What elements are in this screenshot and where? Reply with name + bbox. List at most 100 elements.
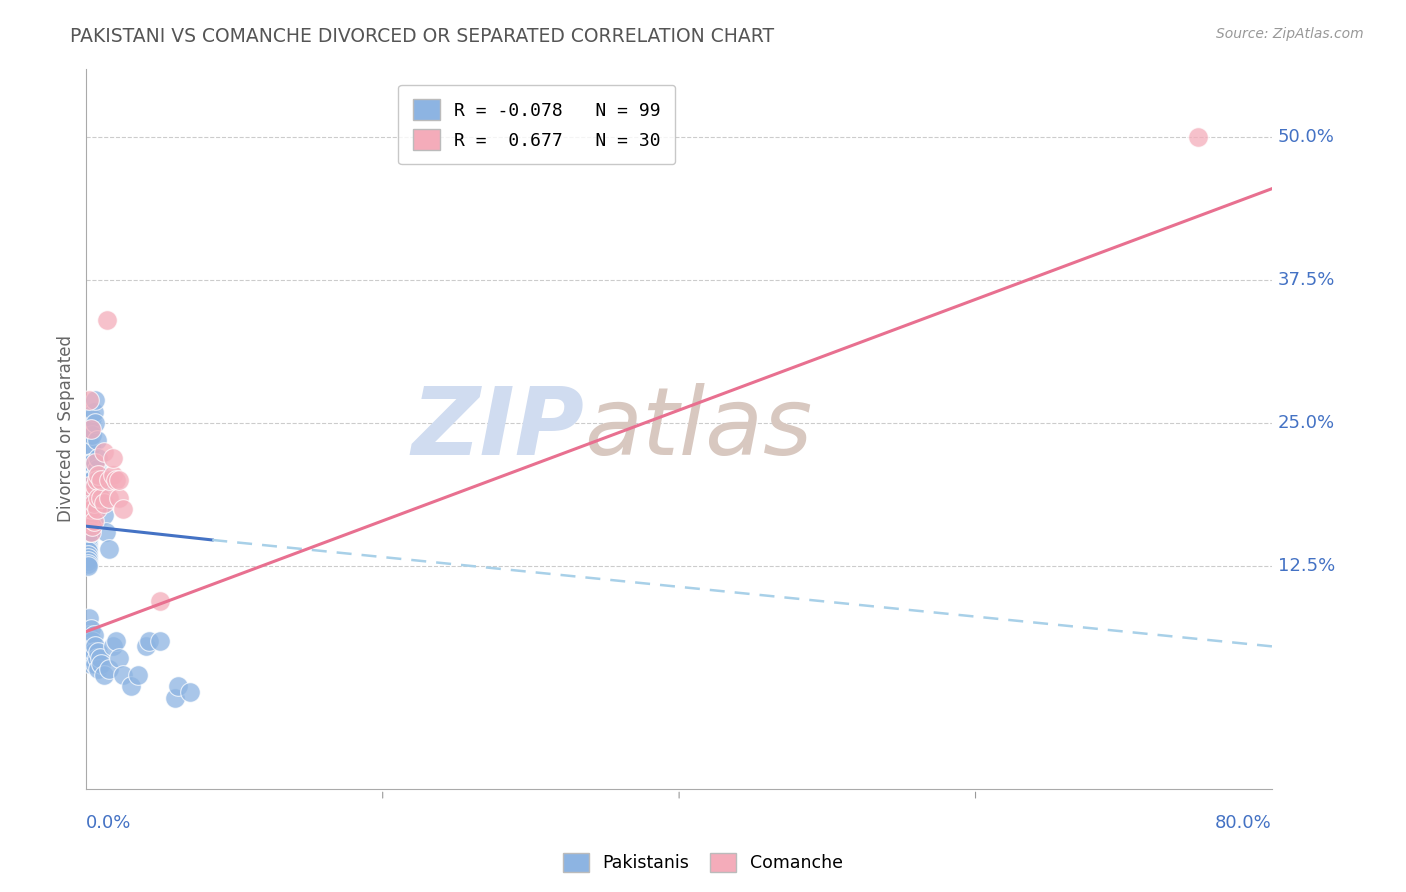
Point	[86, 434, 108, 448]
Point	[90, 657, 112, 671]
Point	[108, 491, 131, 505]
Point	[87, 450, 110, 465]
Point	[77, 524, 100, 539]
Point	[93, 668, 115, 682]
Point	[82, 410, 104, 425]
Point	[77, 516, 100, 531]
Point	[76, 557, 98, 571]
Point	[1187, 130, 1209, 145]
Point	[76, 542, 98, 557]
Text: 0.0%: 0.0%	[86, 814, 132, 832]
Point	[138, 633, 160, 648]
Point	[80, 508, 103, 522]
Point	[77, 491, 100, 505]
Point	[76, 462, 98, 476]
Point	[86, 462, 108, 476]
Point	[112, 502, 135, 516]
Point	[77, 456, 100, 470]
Point	[90, 474, 112, 488]
Point	[80, 456, 103, 470]
Point	[77, 445, 100, 459]
Point	[97, 491, 120, 505]
Point	[149, 633, 172, 648]
Text: 12.5%: 12.5%	[1278, 558, 1336, 575]
Point	[101, 467, 124, 482]
Point	[77, 611, 100, 625]
Point	[76, 533, 98, 547]
Point	[84, 416, 107, 430]
Point	[87, 491, 110, 505]
Point	[90, 491, 112, 505]
Point	[93, 508, 115, 522]
Point	[120, 680, 142, 694]
Point	[83, 645, 105, 659]
Point	[82, 502, 104, 516]
Point	[96, 313, 118, 327]
Point	[97, 662, 120, 676]
Point	[83, 514, 105, 528]
Point	[108, 474, 131, 488]
Point	[82, 519, 104, 533]
Point	[87, 645, 110, 659]
Point	[77, 499, 100, 513]
Point	[80, 502, 103, 516]
Point	[76, 502, 98, 516]
Point	[86, 650, 108, 665]
Point	[167, 680, 190, 694]
Point	[84, 640, 107, 654]
Point	[90, 496, 112, 510]
Point	[76, 559, 98, 574]
Point	[94, 524, 117, 539]
Point	[149, 593, 172, 607]
Point	[80, 422, 103, 436]
Text: 80.0%: 80.0%	[1215, 814, 1272, 832]
Point	[82, 456, 104, 470]
Point	[165, 690, 187, 705]
Point	[93, 445, 115, 459]
Point	[76, 508, 98, 522]
Point	[87, 662, 110, 676]
Point	[89, 650, 111, 665]
Point	[108, 650, 131, 665]
Point	[84, 479, 107, 493]
Point	[83, 496, 105, 510]
Point	[89, 467, 111, 482]
Point	[97, 474, 120, 488]
Point	[76, 536, 98, 550]
Text: atlas: atlas	[585, 384, 813, 475]
Legend: R = -0.078   N = 99, R =  0.677   N = 30: R = -0.078 N = 99, R = 0.677 N = 30	[398, 85, 675, 164]
Point	[80, 491, 103, 505]
Point	[90, 479, 112, 493]
Point	[80, 640, 103, 654]
Point	[127, 668, 149, 682]
Text: 37.5%: 37.5%	[1278, 271, 1336, 289]
Point	[76, 551, 98, 566]
Point	[112, 668, 135, 682]
Point	[93, 496, 115, 510]
Text: 25.0%: 25.0%	[1278, 414, 1334, 433]
Point	[97, 542, 120, 557]
Point	[101, 640, 124, 654]
Point	[82, 633, 104, 648]
Point	[77, 467, 100, 482]
Text: 50.0%: 50.0%	[1278, 128, 1334, 146]
Point	[83, 628, 105, 642]
Point	[77, 628, 100, 642]
Point	[80, 474, 103, 488]
Point	[84, 393, 107, 408]
Point	[82, 650, 104, 665]
Text: Source: ZipAtlas.com: Source: ZipAtlas.com	[1216, 27, 1364, 41]
Point	[77, 479, 100, 493]
Point	[86, 474, 108, 488]
Point	[76, 548, 98, 562]
Point	[76, 491, 98, 505]
Text: ZIP: ZIP	[412, 383, 585, 475]
Point	[82, 427, 104, 442]
Point	[77, 479, 100, 493]
Point	[80, 524, 103, 539]
Point	[87, 467, 110, 482]
Legend: Pakistanis, Comanche: Pakistanis, Comanche	[555, 846, 851, 879]
Point	[83, 405, 105, 419]
Point	[76, 539, 98, 553]
Point	[135, 640, 157, 654]
